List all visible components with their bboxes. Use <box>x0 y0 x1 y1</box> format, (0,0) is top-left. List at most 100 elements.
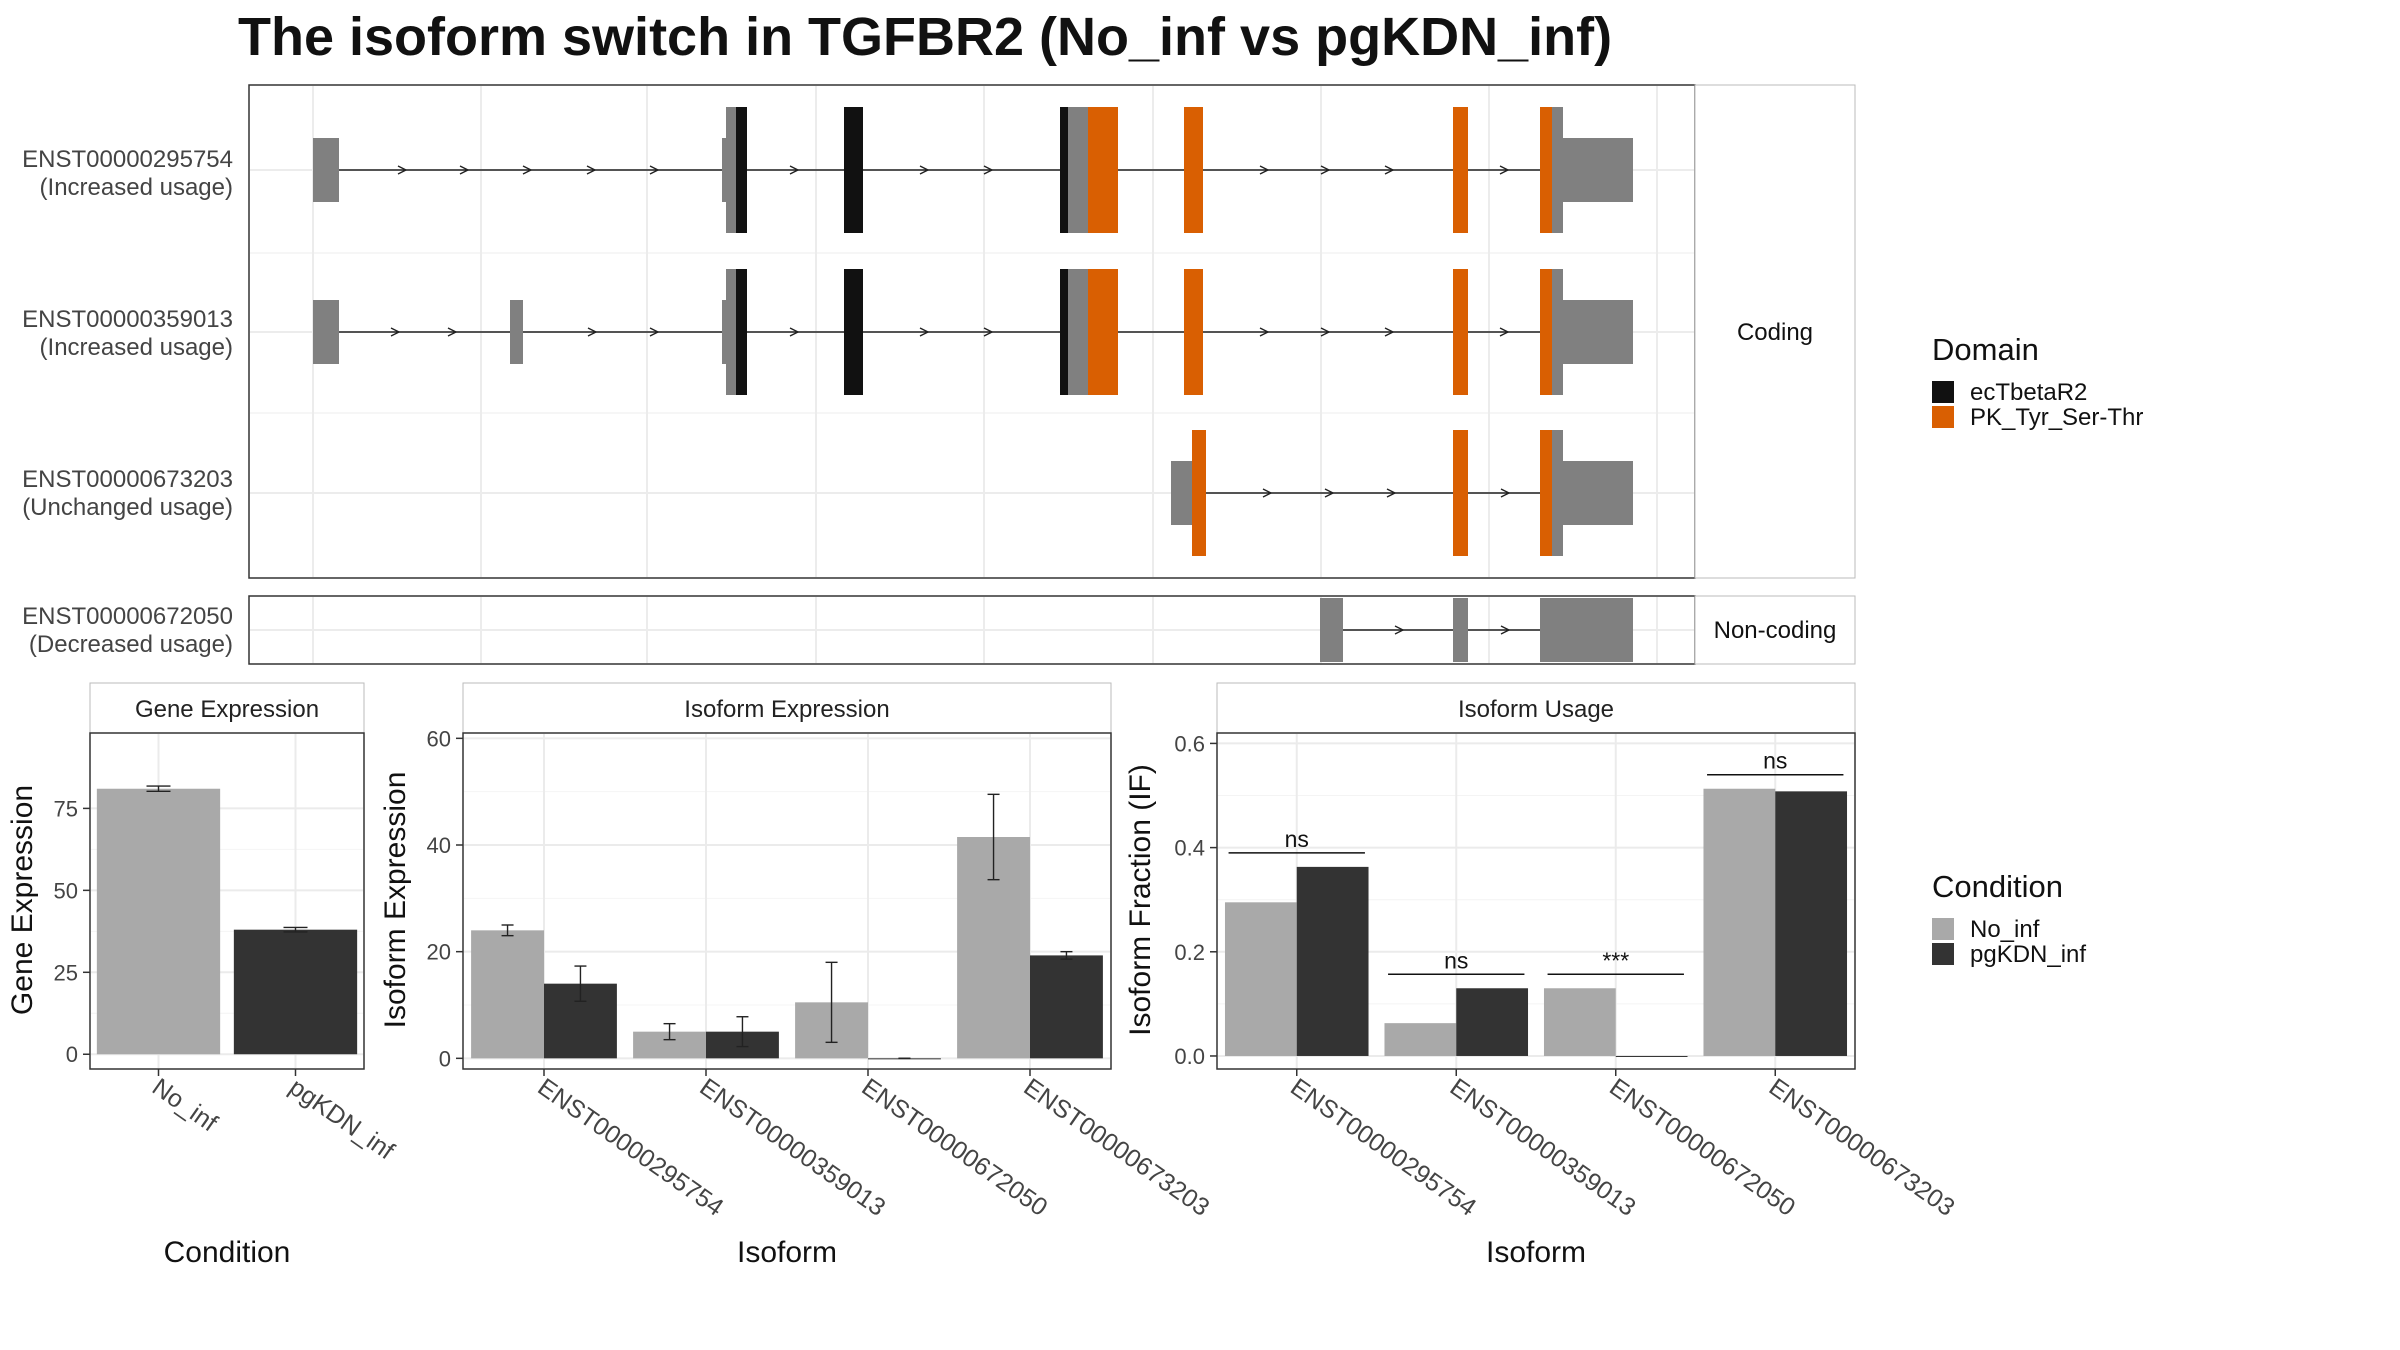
gene-strip <box>89 682 365 734</box>
figure-title: The isoform switch in TGFBR2 (No_inf vs … <box>238 7 1612 67</box>
strand-arrow <box>919 327 930 337</box>
strand-arrow <box>447 327 458 337</box>
isoform-label-2-id: ENST00000359013 <box>22 306 233 333</box>
bar-pgKDN_inf-1 <box>1456 988 1529 1056</box>
strand-arrow <box>1384 165 1395 175</box>
usage-x-title: Isoform <box>1486 1236 1586 1269</box>
transcript-1 <box>313 107 1633 233</box>
y-tick-label: 0 <box>439 1046 451 1071</box>
domain-legend: Domain ecTbetaR2 PK_Tyr_Ser-Thr <box>1932 332 2143 431</box>
exon <box>736 269 747 395</box>
strand-arrow <box>1499 327 1510 337</box>
strand-arrow <box>1384 327 1395 337</box>
bar-No_inf-0 <box>1224 902 1297 1056</box>
isoform-label-1-id: ENST00000295754 <box>22 146 233 173</box>
domain-swatch-pk <box>1932 406 1954 428</box>
exon <box>736 107 747 233</box>
isoform-label-4-status: (Decreased usage) <box>29 631 233 658</box>
bar-pgKDN_inf-2 <box>1615 1055 1688 1057</box>
y-tick-label: 0.0 <box>1174 1044 1205 1069</box>
significance-label: *** <box>1602 947 1629 973</box>
condition-label-no-inf: No_inf <box>1970 916 2040 943</box>
exon <box>1540 269 1552 395</box>
gene-panel-title: Gene Expression <box>135 696 319 723</box>
y-tick-label: 40 <box>427 833 451 858</box>
strand-arrow <box>1394 625 1405 635</box>
usage-panel-title: Isoform Usage <box>1458 696 1614 723</box>
strand-arrow <box>1320 165 1331 175</box>
strand-arrow <box>1324 488 1335 498</box>
exon <box>313 300 339 364</box>
exon <box>1540 598 1633 662</box>
strand-arrow <box>919 165 930 175</box>
exon <box>1320 598 1343 662</box>
transcript-4 <box>1320 598 1633 662</box>
exon <box>1563 461 1633 525</box>
coding-strip <box>1694 84 1856 579</box>
bar-No_inf-2 <box>1543 988 1616 1056</box>
strand-arrow <box>459 165 470 175</box>
y-tick-label: 50 <box>54 878 78 903</box>
strand-arrow <box>1259 327 1270 337</box>
exon <box>510 300 523 364</box>
isoform-label-3-status: (Unchanged usage) <box>22 494 233 521</box>
exon <box>1563 300 1633 364</box>
isoform-expression-panel: Isoform Expression 0204060ENST0000029575… <box>379 682 1215 1269</box>
transcript-3 <box>1171 430 1633 556</box>
transcript-2 <box>313 269 1633 395</box>
exon <box>1552 269 1563 395</box>
strand-arrow <box>649 327 660 337</box>
usage-bars: ns ns *** ns <box>1224 748 1848 1057</box>
exon <box>1060 107 1068 233</box>
exon <box>1552 107 1563 233</box>
exon <box>844 269 863 395</box>
strand-arrow <box>586 165 597 175</box>
condition-label-pgkdn: pgKDN_inf <box>1970 941 2086 968</box>
gene-expression-panel: Gene Expression 0 25 50 75 No_inf pgKDN_inf C… <box>6 682 399 1269</box>
isoform-label-2-status: (Increased usage) <box>40 334 233 361</box>
exon <box>1453 430 1468 556</box>
strand-arrow <box>1259 165 1270 175</box>
strand-arrow <box>789 327 800 337</box>
isoform-label-4-id: ENST00000672050 <box>22 603 233 630</box>
exon <box>1453 107 1468 233</box>
condition-swatch-pgkdn <box>1932 943 1954 965</box>
y-tick-label: 25 <box>54 960 78 985</box>
exon <box>1184 269 1203 395</box>
strand-arrow <box>1499 165 1510 175</box>
transcript-tracks <box>313 107 1633 662</box>
domain-label-ectbetar2: ecTbetaR2 <box>1970 379 2087 406</box>
usage-y-title: Isoform Fraction (IF) <box>1124 764 1157 1036</box>
domain-label-pk: PK_Tyr_Ser-Thr <box>1970 404 2143 431</box>
exon <box>1192 430 1206 556</box>
y-tick-label: 0.4 <box>1174 836 1205 861</box>
bar-No_inf <box>96 788 221 1055</box>
condition-legend: Condition No_inf pgKDN_inf <box>1932 869 2086 968</box>
strand-arrow <box>1500 625 1511 635</box>
isoexp-strip <box>462 682 1112 734</box>
strand-arrow <box>397 165 408 175</box>
y-tick-label: 0.2 <box>1174 940 1205 965</box>
bar-No_inf-3 <box>1703 788 1776 1056</box>
domain-legend-title: Domain <box>1932 332 2039 367</box>
gene-bars <box>96 785 358 1055</box>
isoexp-panel-title: Isoform Expression <box>684 696 889 723</box>
strand-arrow <box>983 327 994 337</box>
exon <box>844 107 863 233</box>
isoexp-y-title: Isoform Expression <box>379 772 412 1029</box>
strand-arrow <box>789 165 800 175</box>
y-tick-label: 20 <box>427 940 451 965</box>
y-tick-label: 75 <box>54 796 78 821</box>
strand-arrow <box>983 165 994 175</box>
bar-pgKDN_inf-3 <box>1030 955 1103 1059</box>
exon <box>1540 430 1552 556</box>
condition-swatch-no-inf <box>1932 918 1954 940</box>
exon <box>313 138 339 202</box>
isoexp-x-title: Isoform <box>737 1236 837 1269</box>
isoexp-bars <box>471 793 1103 1060</box>
strand-arrow <box>587 327 598 337</box>
gene-x-title: Condition <box>164 1236 291 1269</box>
y-tick-label: 0 <box>66 1042 78 1067</box>
